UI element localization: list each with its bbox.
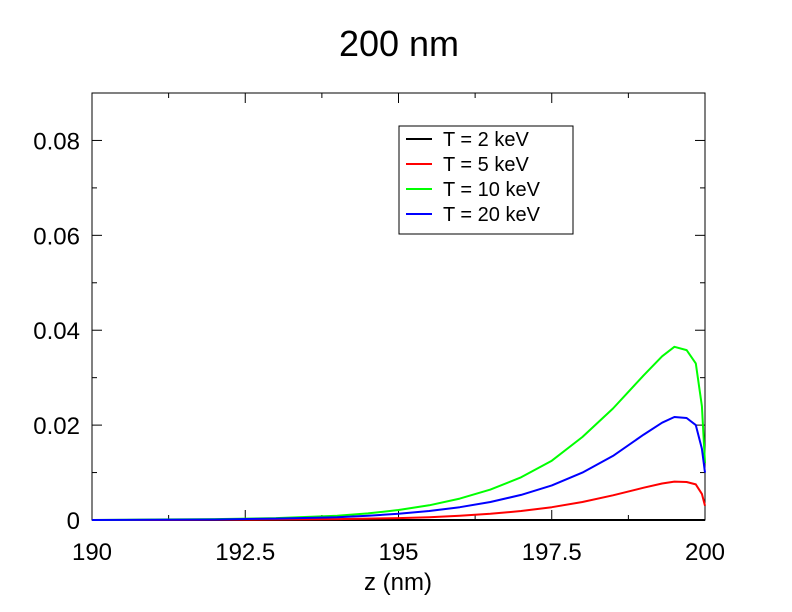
legend-label: T = 20 keV [443, 204, 541, 226]
legend-label: T = 2 keV [443, 129, 529, 151]
chart-title: 200 nm [339, 23, 459, 64]
legend: T = 2 keV T = 5 keV T = 10 keV T = 20 keV [398, 125, 574, 235]
series-line [91, 416, 706, 521]
x-axis-label: z (nm) [364, 569, 432, 596]
y-tick-label: 0.08 [33, 128, 80, 155]
series-line [91, 345, 706, 521]
x-tick-label: 197.5 [522, 539, 582, 566]
x-tick-label: 200 [685, 539, 725, 566]
series-group [91, 345, 706, 521]
y-tick-label: 0.02 [33, 413, 80, 440]
y-tick-label: 0 [67, 508, 80, 535]
x-axis: 190 192.5 195 197.5 200 [72, 93, 725, 566]
x-tick-label: 190 [72, 539, 112, 566]
legend-label: T = 5 keV [443, 154, 529, 176]
y-tick-label: 0.04 [33, 318, 80, 345]
x-tick-label: 192.5 [215, 539, 275, 566]
series-line [91, 480, 706, 521]
legend-label: T = 10 keV [443, 179, 541, 201]
x-tick-label: 195 [378, 539, 418, 566]
legend-box [398, 125, 574, 235]
y-tick-label: 0.06 [33, 223, 80, 250]
y-axis: 0 0.02 0.04 0.06 0.08 [33, 128, 705, 535]
